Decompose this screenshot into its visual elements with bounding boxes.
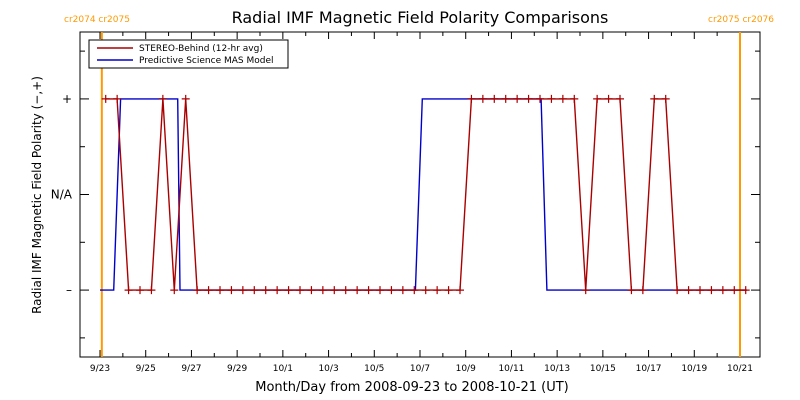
chart-title: Radial IMF Magnetic Field Polarity Compa…	[232, 8, 609, 27]
x-tick-label-9: 10/11	[498, 364, 524, 374]
x-tick-label-10: 10/13	[544, 364, 570, 374]
series-0-point-32	[467, 94, 476, 103]
series-layer	[100, 94, 750, 295]
series-0-point-45	[616, 94, 624, 103]
series-0-point-17	[296, 286, 304, 295]
series-0-point-51	[684, 286, 693, 295]
series-0-point-27	[410, 286, 419, 295]
series-0-point-16	[284, 286, 293, 295]
series-0-point-1	[113, 94, 122, 103]
series-0-point-29	[433, 286, 442, 295]
x-axis-label: Month/Day from 2008-09-23 to 2008-10-21 …	[255, 380, 568, 395]
legend-label-1: Predictive Science MAS Model	[139, 56, 274, 66]
series-0-point-10	[216, 286, 224, 295]
series-0-point-47	[638, 286, 647, 295]
y-tick-label-1: N/A	[51, 188, 73, 202]
series-0-point-34	[490, 94, 499, 103]
series-0-point-30	[444, 286, 453, 295]
series-0-point-44	[604, 94, 613, 103]
series-line-1	[100, 98, 747, 291]
carrington-label-0: cr2074 cr2075	[64, 15, 130, 25]
series-0-point-3	[136, 286, 144, 295]
series-0-point-52	[696, 286, 704, 295]
series-0-point-31	[456, 286, 464, 295]
series-0-point-38	[536, 94, 544, 103]
series-0-point-23	[364, 286, 373, 295]
x-tick-label-2: 9/27	[181, 364, 201, 374]
series-0-point-0	[101, 94, 110, 103]
series-0-point-43	[593, 94, 602, 103]
x-tick-label-14: 10/21	[727, 364, 753, 374]
x-tick-label-11: 10/15	[590, 364, 616, 374]
series-0-point-22	[353, 286, 362, 295]
series-0-point-56	[741, 286, 750, 295]
series-0-point-7	[181, 94, 190, 103]
series-0-point-55	[730, 286, 739, 295]
x-tick-label-12: 10/17	[636, 364, 662, 374]
series-0-point-24	[376, 286, 384, 295]
series-0-point-19	[318, 286, 327, 295]
legend-box	[88, 39, 289, 69]
series-0-point-37	[524, 94, 533, 103]
series-line-0	[105, 98, 746, 291]
y-tick-label-2: –	[66, 283, 72, 297]
y-axis-label: Radial IMF Magnetic Field Polarity (−,+)	[30, 76, 44, 314]
series-0-point-15	[273, 286, 282, 295]
series-0-point-46	[627, 286, 636, 295]
series-0-point-28	[421, 286, 430, 295]
x-tick-label-4: 10/1	[273, 364, 293, 374]
series-0-point-54	[718, 286, 727, 295]
x-tick-label-13: 10/19	[681, 364, 707, 374]
series-0-point-53	[707, 286, 716, 295]
series-0-point-26	[398, 286, 407, 295]
x-tick-label-7: 10/7	[410, 364, 430, 374]
series-0-point-41	[570, 94, 579, 103]
series-0-point-25	[387, 286, 396, 295]
axis-ticks: 9/23 9/25 9/27 9/29 10/1 10/3 10/5 10/7 10/9 10/1…	[51, 32, 760, 374]
series-0-point-2	[124, 286, 133, 295]
series-0-point-14	[261, 286, 270, 295]
series-0-point-33	[478, 94, 487, 103]
plot-frame	[79, 31, 761, 358]
series-0-point-12	[238, 286, 247, 295]
series-0-point-5	[158, 94, 167, 103]
x-tick-label-8: 10/9	[456, 364, 476, 374]
series-0-point-35	[501, 94, 510, 103]
series-0-point-36	[513, 94, 522, 103]
series-0-point-6	[170, 286, 179, 295]
series-0-point-39	[547, 94, 556, 103]
legend-label-0: STEREO-Behind (12-hr avg)	[139, 44, 263, 54]
series-0-point-8	[193, 286, 202, 295]
x-tick-label-1: 9/25	[136, 364, 156, 374]
series-0-point-48	[650, 94, 659, 103]
series-0-point-13	[250, 286, 259, 295]
series-0-point-40	[558, 94, 567, 103]
y-tick-label-0: +	[62, 92, 72, 106]
carrington-label-1: cr2075 cr2076	[708, 15, 774, 25]
series-0-point-11	[227, 286, 236, 295]
legend: STEREO-Behind (12-hr avg) Predictive Scie…	[88, 39, 289, 69]
series-0-point-18	[307, 286, 316, 295]
x-tick-label-6: 10/5	[364, 364, 384, 374]
series-0-point-20	[330, 286, 339, 295]
series-0-point-9	[204, 286, 213, 295]
series-0-point-49	[661, 94, 670, 103]
x-tick-label-3: 9/29	[227, 364, 247, 374]
series-0-point-21	[341, 286, 350, 295]
series-0-point-4	[147, 286, 156, 295]
series-0-point-42	[581, 286, 590, 295]
series-0-point-50	[673, 286, 682, 295]
x-tick-label-5: 10/3	[318, 364, 338, 374]
x-tick-label-0: 9/23	[90, 364, 110, 374]
carrington-markers: cr2074 cr2075 cr2075 cr2076	[64, 15, 774, 357]
